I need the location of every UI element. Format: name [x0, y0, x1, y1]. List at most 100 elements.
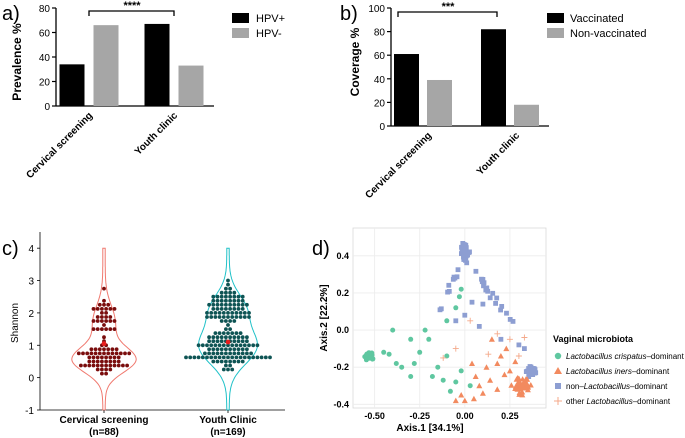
point-non-lactobacillus-dominant — [485, 288, 491, 294]
dot-cervical-screening — [97, 347, 102, 352]
dot-youth-clinic — [224, 319, 228, 323]
dot-youth-clinic — [228, 351, 233, 356]
dot-youth-clinic — [224, 286, 228, 291]
dot-youth-clinic — [255, 355, 260, 360]
point-crispatus-dominant — [426, 336, 432, 342]
dot-youth-clinic — [228, 286, 233, 291]
panel-a-ytick-label: 0 — [44, 102, 50, 113]
dot-cervical-screening — [89, 347, 94, 352]
point-non-lactobacillus-dominant — [479, 279, 485, 285]
dot-youth-clinic — [213, 331, 218, 335]
dot-youth-clinic — [238, 311, 243, 315]
dot-cervical-screening — [100, 371, 104, 376]
dot-youth-clinic — [219, 351, 224, 356]
dot-youth-clinic — [200, 343, 205, 348]
panel-d-ytick-label: 0.2 — [336, 288, 349, 298]
point-crispatus-dominant — [417, 349, 423, 355]
dot-cervical-screening — [112, 307, 117, 311]
dot-youth-clinic — [215, 298, 220, 303]
panel-b-ytick-label: 0 — [379, 122, 385, 133]
dot-youth-clinic — [213, 343, 218, 348]
dot-cervical-screening — [104, 367, 108, 372]
panel-b-ytick-label: 20 — [374, 98, 386, 109]
dot-youth-clinic — [247, 343, 251, 348]
point-crispatus-dominant — [453, 305, 459, 311]
panel-d-label: d) — [312, 238, 330, 260]
dot-youth-clinic — [207, 335, 212, 340]
dot-youth-clinic — [219, 339, 224, 344]
dot-youth-clinic — [205, 315, 209, 319]
dot-youth-clinic — [196, 355, 201, 360]
dot-cervical-screening — [102, 302, 106, 307]
dot-youth-clinic — [211, 359, 216, 364]
dot-cervical-screening — [110, 347, 115, 352]
dot-youth-clinic — [213, 311, 218, 315]
dot-cervical-screening — [95, 319, 100, 323]
dot-youth-clinic — [240, 307, 245, 311]
point-crispatus-dominant — [399, 364, 405, 370]
dot-cervical-screening — [97, 351, 102, 356]
dot-youth-clinic — [234, 315, 239, 319]
dot-youth-clinic — [215, 339, 220, 344]
dot-cervical-screening — [91, 359, 96, 364]
dot-cervical-screening — [97, 302, 102, 307]
dot-youth-clinic — [228, 327, 233, 331]
dot-cervical-screening — [87, 355, 92, 360]
dot-youth-clinic — [240, 359, 245, 364]
dot-cervical-screening — [108, 359, 113, 364]
panel-d-ytick-label: 0.0 — [336, 325, 349, 335]
dot-youth-clinic — [263, 355, 268, 360]
dot-youth-clinic — [207, 347, 212, 352]
point-non-lactobacillus-dominant — [510, 319, 516, 324]
point-other-lactobacillus-dominant — [485, 351, 492, 358]
dot-youth-clinic — [211, 298, 216, 303]
point-non-lactobacillus-dominant — [455, 267, 461, 273]
point-non-lactobacillus-dominant — [462, 248, 468, 253]
dot-cervical-screening — [108, 355, 113, 360]
point-non-lactobacillus-dominant — [523, 369, 529, 374]
point-iners-dominant — [452, 397, 459, 404]
panel-a-label: a) — [2, 3, 20, 25]
dot-youth-clinic — [247, 311, 251, 315]
point-iners-dominant — [508, 382, 515, 388]
dot-cervical-screening — [104, 315, 108, 319]
dot-youth-clinic — [245, 335, 249, 340]
point-crispatus-dominant — [453, 379, 459, 385]
panel-d-xtick-label: -0.25 — [409, 411, 430, 421]
bar-hpv--cervical-screening — [93, 25, 119, 106]
dot-youth-clinic — [219, 307, 224, 311]
point-iners-dominant — [494, 386, 501, 392]
dot-cervical-screening — [102, 351, 106, 356]
dot-cervical-screening — [116, 355, 121, 360]
panel-c-label: c) — [2, 238, 19, 260]
dot-youth-clinic — [211, 302, 216, 307]
dot-youth-clinic — [234, 355, 239, 360]
legend-label-hpv-pos: HPV+ — [256, 13, 285, 25]
dot-youth-clinic — [221, 367, 226, 372]
dot-youth-clinic — [240, 302, 245, 307]
legend-label-vaccinated: Vaccinated — [570, 13, 624, 25]
dot-youth-clinic — [228, 298, 233, 303]
dot-cervical-screening — [102, 286, 106, 291]
bar-non-vaccinated-youth-clinic — [514, 104, 539, 126]
dot-cervical-screening — [95, 315, 100, 319]
panel-a-significance: **** — [123, 0, 141, 12]
point-other-lactobacillus-dominant — [452, 345, 459, 352]
point-non-lactobacillus-dominant — [480, 301, 486, 307]
dot-youth-clinic — [211, 294, 216, 299]
dot-cervical-screening — [108, 319, 113, 323]
dot-youth-clinic — [188, 355, 193, 360]
point-crispatus-dominant — [408, 336, 414, 342]
panel-a-ytick-label: 20 — [39, 78, 51, 89]
dot-cervical-screening — [91, 327, 96, 331]
violin-cervical-screening — [71, 247, 137, 411]
dot-cervical-screening — [116, 359, 121, 364]
dot-youth-clinic — [236, 347, 241, 352]
dot-cervical-screening — [104, 311, 108, 315]
dot-youth-clinic — [234, 311, 239, 315]
dot-youth-clinic — [221, 343, 226, 348]
point-iners-dominant — [524, 386, 531, 393]
dot-youth-clinic — [226, 278, 230, 283]
panel-d-ytick-label: -0.2 — [333, 362, 349, 372]
dot-cervical-screening — [112, 363, 117, 368]
